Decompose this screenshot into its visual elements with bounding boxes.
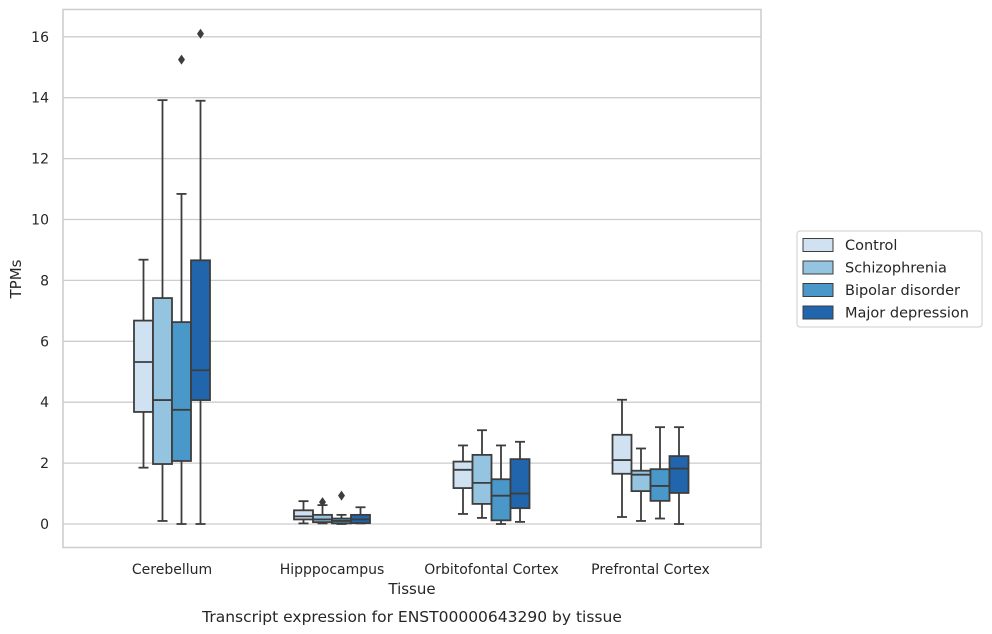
box	[471, 453, 493, 505]
box-group	[133, 258, 154, 469]
y-axis-title: TPMs	[7, 259, 25, 299]
box-group	[312, 497, 333, 525]
chart-caption: Transcript expression for ENST0000064329…	[201, 608, 622, 626]
box	[611, 433, 633, 475]
box	[293, 509, 314, 521]
box-group	[611, 398, 633, 518]
box	[133, 319, 154, 413]
y-tick-label: 14	[31, 91, 49, 107]
legend-swatch	[802, 238, 834, 252]
boxes-layer	[133, 28, 690, 525]
legend-swatch	[802, 283, 834, 297]
box	[509, 458, 531, 510]
y-tick-label: 8	[40, 273, 49, 289]
box-group	[350, 506, 371, 525]
box-group	[668, 426, 690, 525]
legend-label: Control	[845, 238, 897, 254]
legend-frame	[796, 230, 983, 328]
box	[649, 468, 671, 502]
box-group	[509, 440, 531, 523]
y-tick-label: 10	[31, 213, 49, 229]
x-tick-label: Prefrontal Cortex	[591, 562, 710, 578]
legend-label: Schizophrenia	[845, 261, 947, 277]
plot-frame	[62, 8, 762, 549]
y-tick-labels: 0 2 4 6 8 10 12 14 16	[31, 30, 49, 533]
outlier-point	[197, 28, 204, 39]
box-group	[171, 54, 192, 525]
x-tick-label: Hipppocampus	[280, 562, 385, 578]
y-tick-label: 16	[31, 30, 49, 46]
box	[190, 259, 211, 401]
x-axis-title: Tissue	[387, 580, 435, 598]
legend-label: Major depression	[845, 306, 969, 322]
y-tick-label: 12	[31, 152, 49, 168]
box	[152, 297, 173, 465]
outlier-point	[338, 490, 345, 501]
legend-swatch	[802, 305, 834, 320]
box-group	[471, 429, 493, 519]
x-tick-label: Cerebellum	[132, 562, 212, 578]
box	[452, 460, 474, 489]
outlier-point	[178, 54, 185, 65]
box-group	[452, 444, 474, 515]
legend: Control Schizophrenia Bipolar disorder Majo…	[796, 230, 983, 328]
box-group	[190, 28, 211, 525]
box	[668, 455, 690, 494]
plot-area	[63, 9, 761, 548]
legend-label: Bipolar disorder	[845, 283, 960, 299]
x-tick-label: Orbitofontal Cortex	[424, 562, 559, 578]
y-tick-label: 2	[40, 456, 49, 472]
y-tick-label: 0	[40, 517, 49, 533]
x-tick-labels: Cerebellum Hipppocampus Orbitofontal Corte…	[132, 562, 710, 578]
box	[312, 513, 333, 524]
box	[490, 478, 512, 522]
y-tick-label: 6	[40, 334, 49, 350]
legend-swatch	[802, 260, 834, 275]
outlier-point	[319, 497, 326, 508]
box	[171, 321, 192, 462]
y-tick-label: 4	[40, 395, 49, 411]
